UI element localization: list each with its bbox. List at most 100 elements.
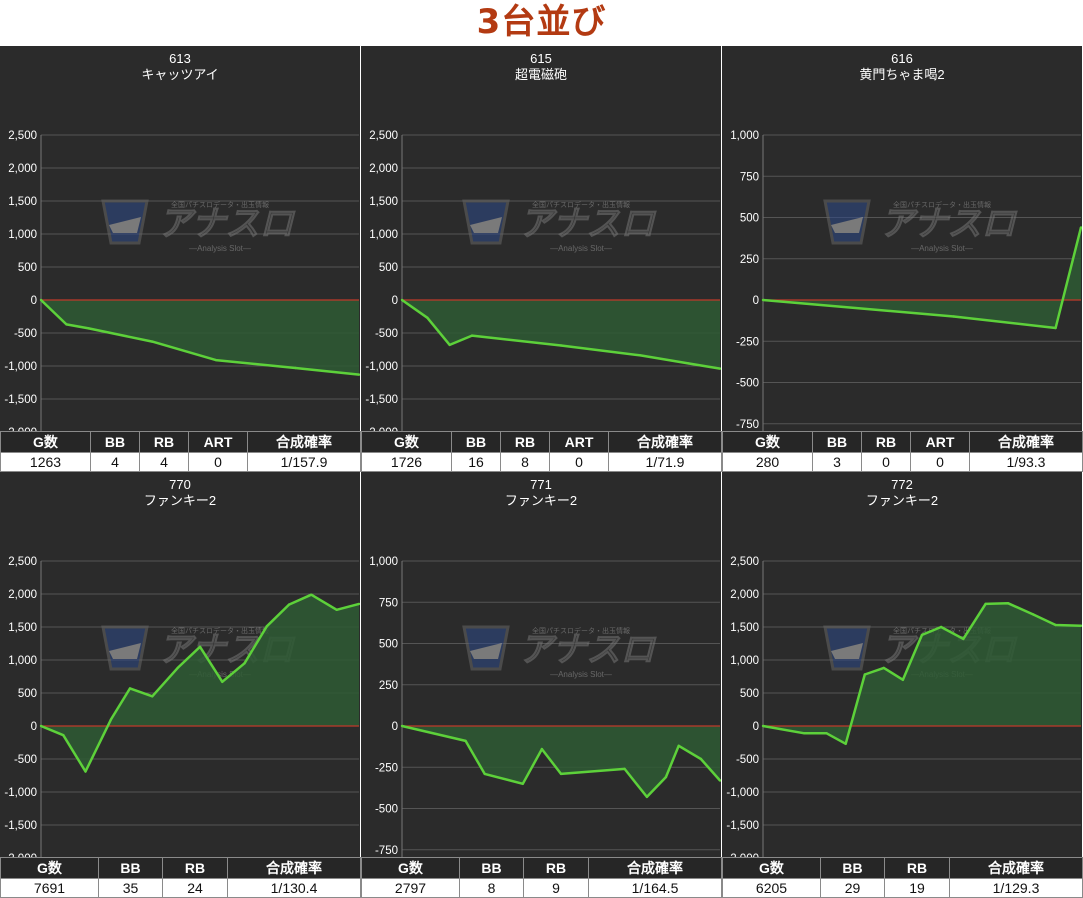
stats-header-cell: RB [139,431,189,453]
y-tick-label: 0 [392,721,398,733]
stats-header-cell: 合成確率 [608,431,722,453]
y-tick-label: 2,500 [730,556,759,568]
y-tick-label: -500 [736,754,759,766]
stats-header-cell: G数 [722,857,821,879]
stats-value-cell: 1/93.3 [969,452,1083,472]
stats-table: G数 BB RB ART 合成確率 280 3 0 0 1/93.3 [722,431,1083,472]
stats-value-cell: 1/129.3 [949,878,1083,898]
data-point [844,742,847,745]
data-point [803,732,806,735]
stats-value-cell: 280 [722,452,813,472]
machine-number: 615 [530,51,552,66]
stats-value-cell: 19 [884,878,950,898]
data-point [176,666,179,670]
y-tick-label: 500 [18,688,37,700]
data-point [857,307,860,310]
y-tick-label: -1,500 [365,394,398,406]
watermark-text: アナスロ [158,205,295,243]
stats-header-cell: 合成確率 [227,857,361,879]
machine-panel: 616黄門ちゃま喝21,0007505002500-250-500-750-1,… [722,46,1083,472]
data-point [214,358,218,362]
stats-header-cell: BB [90,431,140,453]
data-point [761,724,765,728]
data-point [559,344,563,347]
y-tick-label: -1,000 [4,787,37,799]
stats-header-cell: BB [459,857,524,879]
watermark-text: アナスロ [880,205,1017,243]
stats-value-cell: 2797 [361,878,460,898]
data-point [645,795,649,799]
data-point [335,608,338,611]
y-tick-label: -500 [14,754,37,766]
stats-table: G数 BB RB ART 合成確率 1726 16 8 0 1/71.9 [361,431,722,472]
data-point [1006,602,1010,605]
data-point [863,673,866,676]
watermark-toptext: 全国パチスロデータ・出玉情報 [171,626,269,635]
stats-header-cell: G数 [0,431,91,453]
stats-header-cell: G数 [361,857,460,879]
series-line [401,724,721,799]
data-point [39,298,43,302]
watermark-logo: アナスロ—Analysis Slot— 全国パチスロデータ・出玉情報 [823,199,1018,253]
machine-number: 771 [530,477,552,492]
stats-value-cell: 8 [500,452,550,472]
stats-header-cell: RB [162,857,228,879]
stats-value-cell: 7691 [0,878,99,898]
stats-header-cell: RB [884,857,950,879]
data-point [87,327,90,330]
data-point [639,354,642,357]
machine-panel: 772 ファンキー2 2,500 2,000 1,500 1,000 500 0 -500 -1,… [722,472,1083,898]
watermark-icon-stripe [831,643,863,659]
y-tick-label: 1,500 [8,196,37,208]
machine-number: 613 [169,51,191,66]
y-tick-label: 750 [740,171,759,183]
data-point [400,298,404,302]
watermark-subtext: —Analysis Slot— [550,670,612,679]
series-area [402,300,720,369]
machine-name: 超電磁砲 [515,67,567,82]
data-point [265,625,268,628]
data-point [357,373,360,376]
stats-value-cell: 1/157.9 [247,452,361,472]
machine-panel: 615 超電磁砲 2,500 2,000 1,500 1,000 500 0 -500 -1,00… [361,46,722,472]
machine-name: キャッツアイ [141,67,218,82]
data-point [221,680,224,683]
stats-value-cell: 4 [90,452,140,472]
stats-value-cell: 0 [188,452,248,472]
y-tick-label: 2,000 [8,163,37,175]
data-point [65,323,68,326]
machine-name: ファンキー2 [505,493,577,508]
stats-value-cell: 0 [910,452,970,472]
data-point [825,732,828,735]
machine-panel: 613 キャッツアイ 2,500 2,000 1,500 1,000 500 0 -500 -1,… [0,46,361,472]
y-tick-label: -500 [375,804,398,816]
data-point [39,724,43,728]
series-area [763,227,1081,328]
data-point [62,734,65,737]
watermark-subtext: —Analysis Slot— [189,244,251,253]
watermark-toptext: 全国パチスロデータ・出玉情報 [532,626,630,635]
watermark-icon-stripe [470,217,502,233]
stats-header-cell: 合成確率 [588,857,722,879]
chart-svg: 771ファンキー21,0007505002500-250-500-750-1,0… [365,477,721,896]
data-point [952,315,955,318]
y-tick-label: -500 [736,378,759,390]
series-area [41,594,359,772]
data-point [400,724,404,728]
stats-table: G数 BB RB 合成確率 7691 35 24 1/130.4 [0,857,361,898]
data-point [664,775,668,779]
y-tick-label: 1,500 [8,622,37,634]
stats-header-row: G数 BB RB 合成確率 [722,857,1083,879]
data-point [761,298,765,302]
data-point [540,747,544,751]
y-tick-label: -1,500 [4,820,37,832]
data-point [559,772,563,776]
y-tick-label: 2,500 [8,130,37,142]
data-point [357,602,360,606]
stats-value-row: 1726 16 8 0 1/71.9 [361,452,722,472]
series-line [401,298,721,370]
machine-panel: 770 ファンキー2 2,500 2,000 1,500 1,000 500 0 -500 -1,… [0,472,361,898]
stats-value-cell: 1263 [0,452,91,472]
data-point [128,687,132,690]
